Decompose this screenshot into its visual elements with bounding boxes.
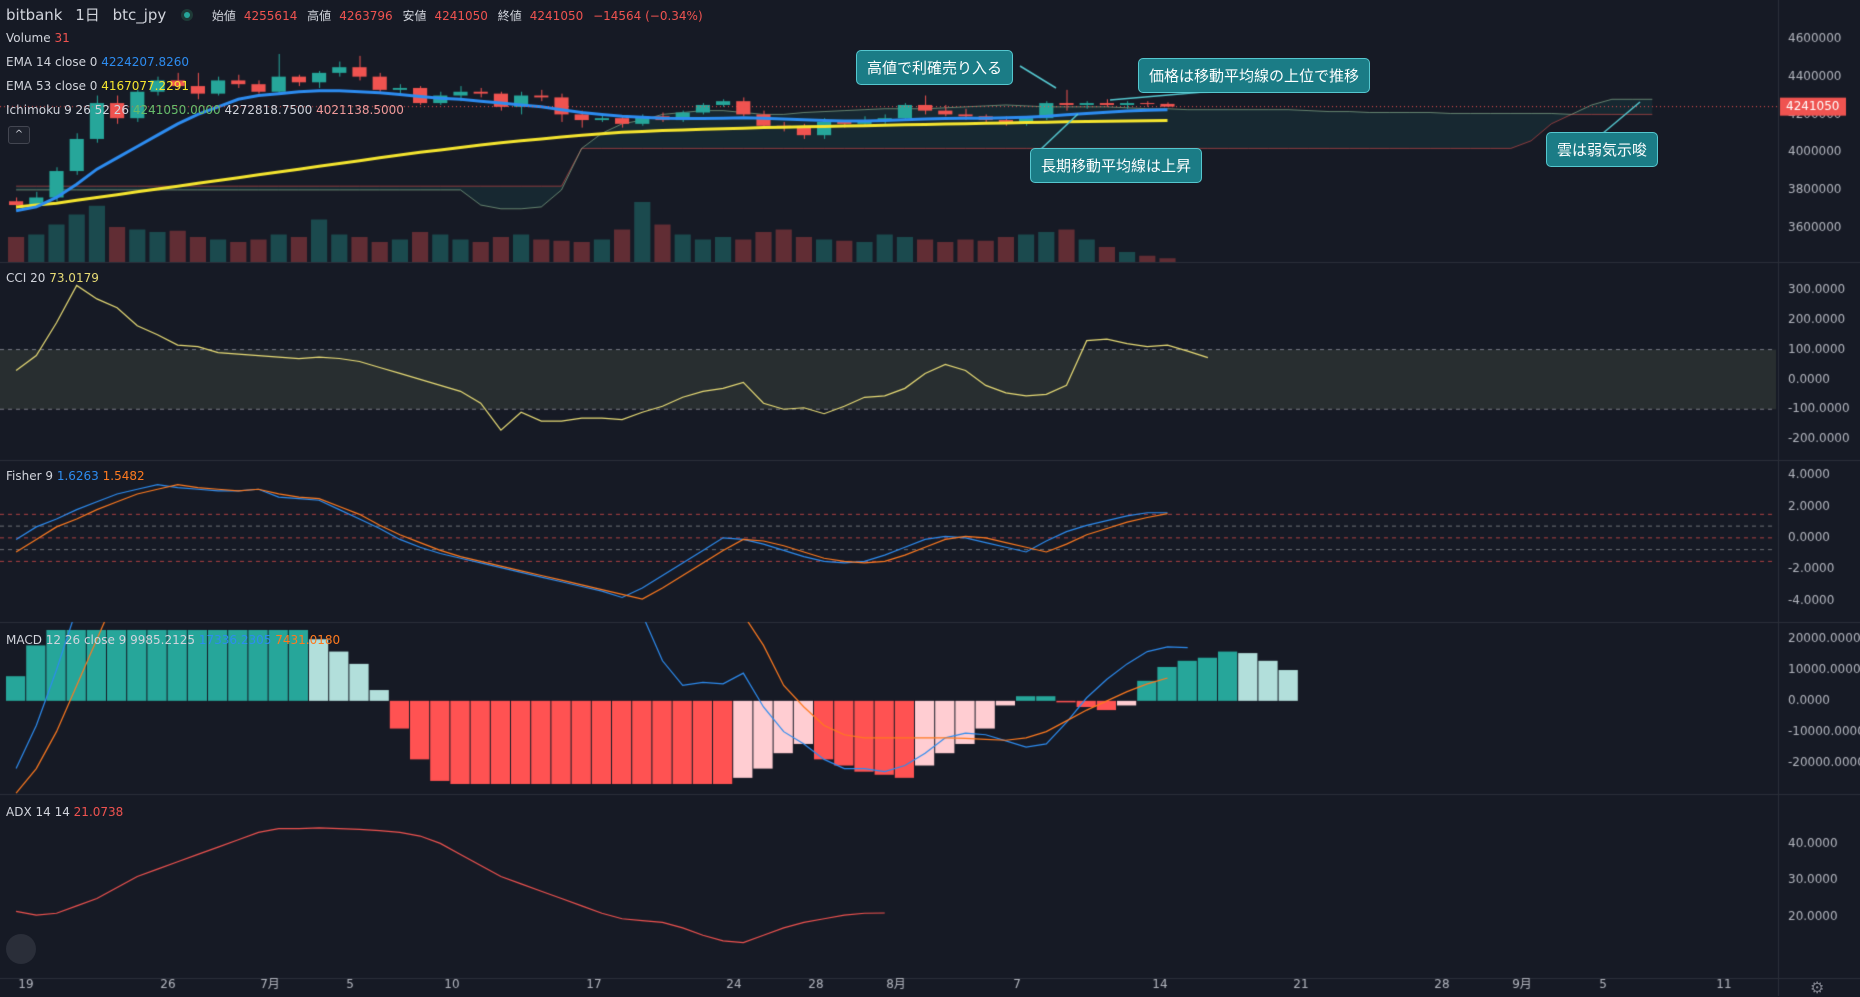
ohlc-readout: 始値 4255614 高値 4263796 安値 4241050 終値 4241050 … — [211, 9, 703, 23]
annotation-above-ma[interactable]: 価格は移動平均線の上位で推移 — [1138, 58, 1371, 93]
symbol-name[interactable]: btc_jpy — [112, 6, 167, 24]
annotation-cloud-bearish[interactable]: 雲は弱気示唆 — [1546, 132, 1659, 167]
exchange-name[interactable]: bitbank — [6, 6, 63, 24]
market-status-icon — [181, 9, 194, 21]
interval-label[interactable]: 1日 — [75, 6, 100, 24]
legend-ema14[interactable]: EMA 14 close 0 4224207.8260 — [6, 55, 190, 69]
tradingview-logo-icon[interactable] — [6, 934, 36, 964]
collapse-legend-button[interactable]: ^ — [8, 126, 30, 144]
legend-ema53[interactable]: EMA 53 close 0 4167077.2291 — [6, 79, 190, 93]
legend-ichimoku[interactable]: Ichimoku 9 26 52 26 4241050.0000 4272818… — [6, 103, 404, 117]
legend-macd[interactable]: MACD 12 26 close 9 9985.2125 17336.2305 … — [6, 633, 341, 647]
legend-fisher[interactable]: Fisher 9 1.6263 1.5482 — [6, 469, 145, 483]
legend-adx[interactable]: ADX 14 14 21.0738 — [6, 805, 124, 819]
legend-cci[interactable]: CCI 20 73.0179 — [6, 271, 99, 285]
legend-volume[interactable]: Volume 31 — [6, 31, 70, 45]
annotation-long-ma-rising[interactable]: 長期移動平均線は上昇 — [1030, 148, 1203, 183]
annotation-profit-taking[interactable]: 高値で利確売り入る — [856, 50, 1014, 85]
gear-icon[interactable]: ⚙ — [1810, 978, 1825, 997]
symbol-header: bitbank 1日 btc_jpy 始値 4255614 高値 4263796 安… — [6, 4, 717, 25]
